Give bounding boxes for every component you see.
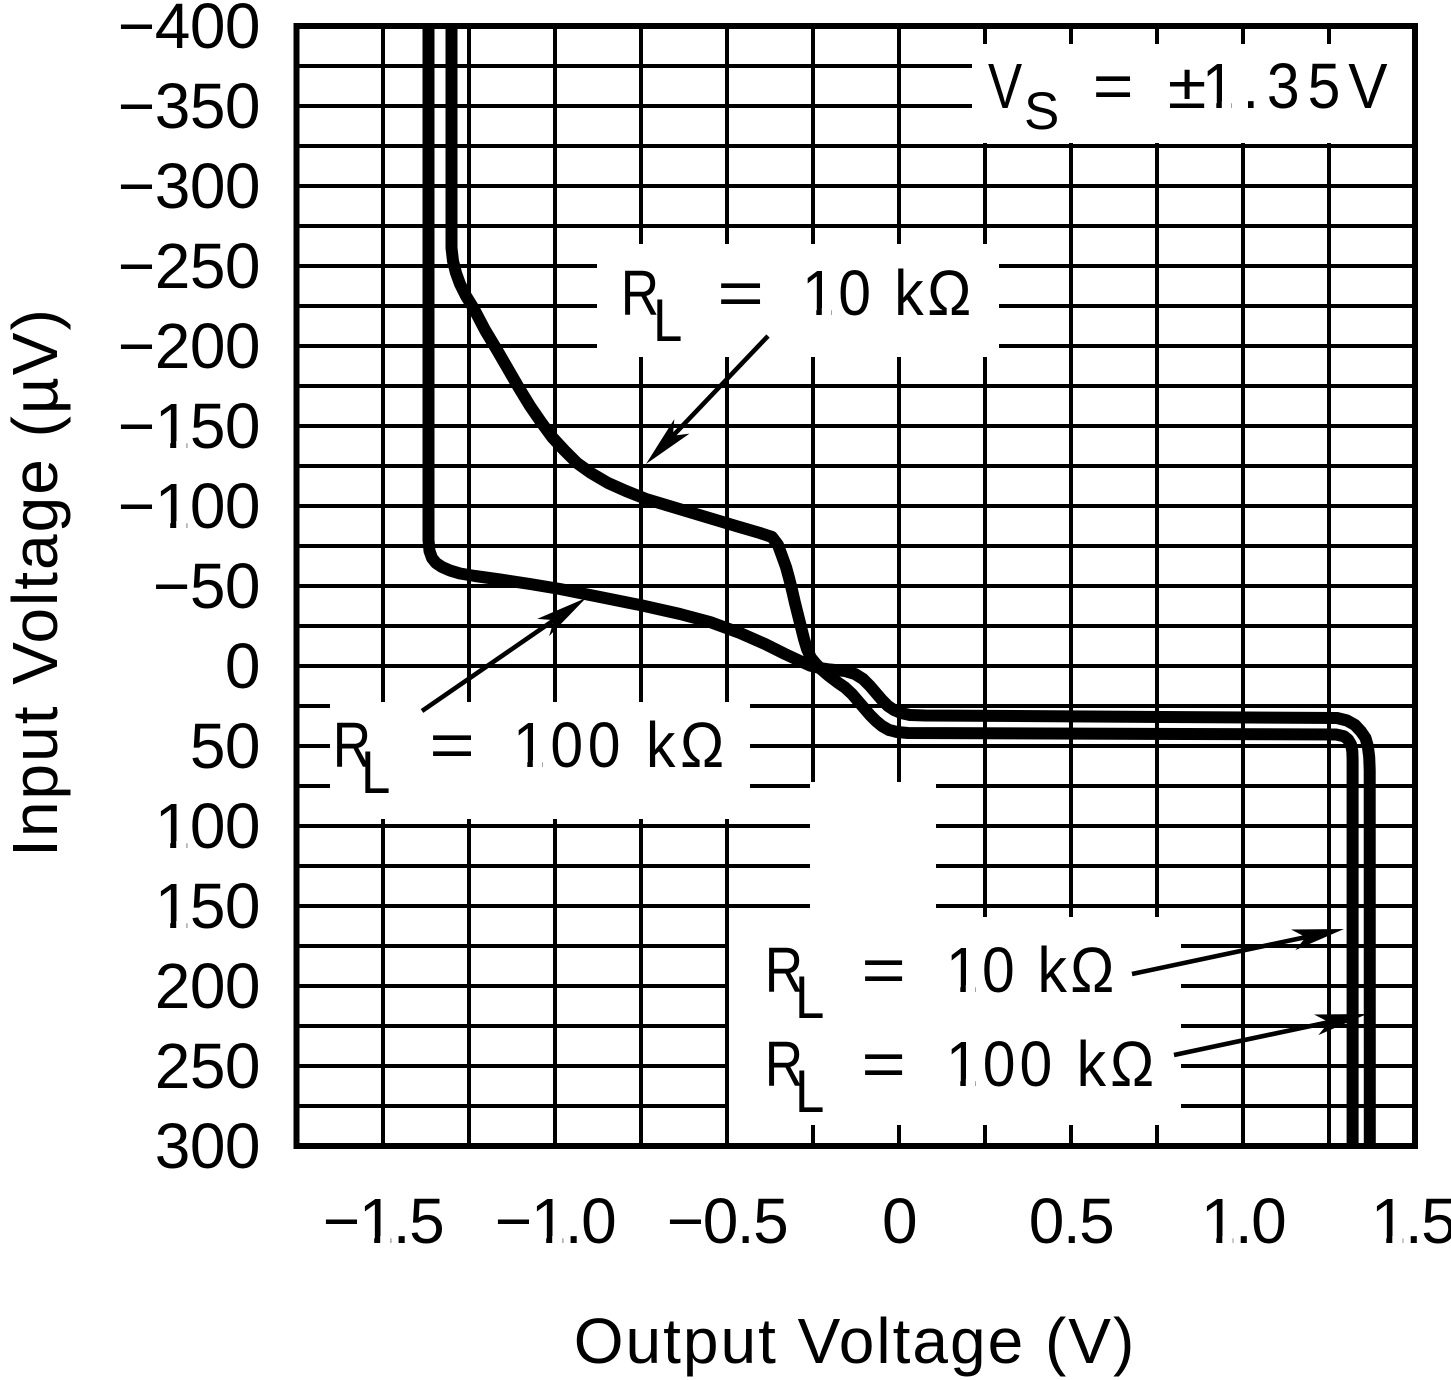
svg-text:Output Voltage (V): Output Voltage (V) xyxy=(574,1305,1137,1377)
svg-text:−100: −100 xyxy=(118,470,260,542)
svg-text:−1.5: −1.5 xyxy=(323,1185,443,1257)
svg-text:S: S xyxy=(1024,82,1059,141)
svg-text:250: 250 xyxy=(155,1030,260,1102)
svg-text:0.5: 0.5 xyxy=(1029,1185,1113,1257)
svg-text:L: L xyxy=(653,287,682,354)
svg-text:1.5: 1.5 xyxy=(1371,1185,1451,1257)
svg-text:10 kΩ: 10 kΩ xyxy=(802,258,975,330)
svg-text:−0.5: −0.5 xyxy=(667,1185,787,1257)
svg-text:−1.0: −1.0 xyxy=(495,1185,615,1257)
svg-text:Input Voltage (µV): Input Voltage (µV) xyxy=(0,307,71,857)
svg-text:±: ± xyxy=(1168,51,1207,122)
svg-text:100 kΩ: 100 kΩ xyxy=(946,1029,1158,1101)
svg-text:−300: −300 xyxy=(118,150,260,222)
svg-text:L: L xyxy=(795,964,824,1031)
svg-text:=: = xyxy=(861,1028,905,1100)
svg-text:−150: −150 xyxy=(118,390,260,462)
svg-text:V: V xyxy=(988,52,1022,123)
svg-text:0: 0 xyxy=(225,630,260,702)
svg-text:0: 0 xyxy=(882,1185,916,1257)
svg-text:200: 200 xyxy=(155,950,260,1022)
svg-text:1.35V: 1.35V xyxy=(1202,51,1395,123)
svg-text:300: 300 xyxy=(155,1110,260,1182)
svg-text:−200: −200 xyxy=(118,310,260,382)
svg-text:50: 50 xyxy=(190,710,260,782)
svg-text:100: 100 xyxy=(155,790,260,862)
svg-text:R: R xyxy=(621,258,659,329)
svg-text:1.0: 1.0 xyxy=(1201,1185,1285,1257)
svg-text:150: 150 xyxy=(155,870,260,942)
svg-text:10 kΩ: 10 kΩ xyxy=(946,935,1117,1007)
svg-text:L: L xyxy=(361,739,390,806)
svg-text:=: = xyxy=(1093,51,1134,123)
svg-text:R: R xyxy=(765,935,803,1006)
svg-text:L: L xyxy=(795,1058,824,1125)
svg-text:−250: −250 xyxy=(118,230,260,302)
svg-text:−50: −50 xyxy=(153,550,260,622)
svg-text:=: = xyxy=(717,258,764,330)
svg-text:=: = xyxy=(429,710,475,782)
svg-text:R: R xyxy=(765,1029,803,1100)
svg-text:−400: −400 xyxy=(118,0,260,62)
svg-text:−350: −350 xyxy=(118,70,260,142)
svg-text:100 kΩ: 100 kΩ xyxy=(513,710,729,782)
svg-text:R: R xyxy=(333,710,371,781)
svg-text:=: = xyxy=(861,934,905,1006)
